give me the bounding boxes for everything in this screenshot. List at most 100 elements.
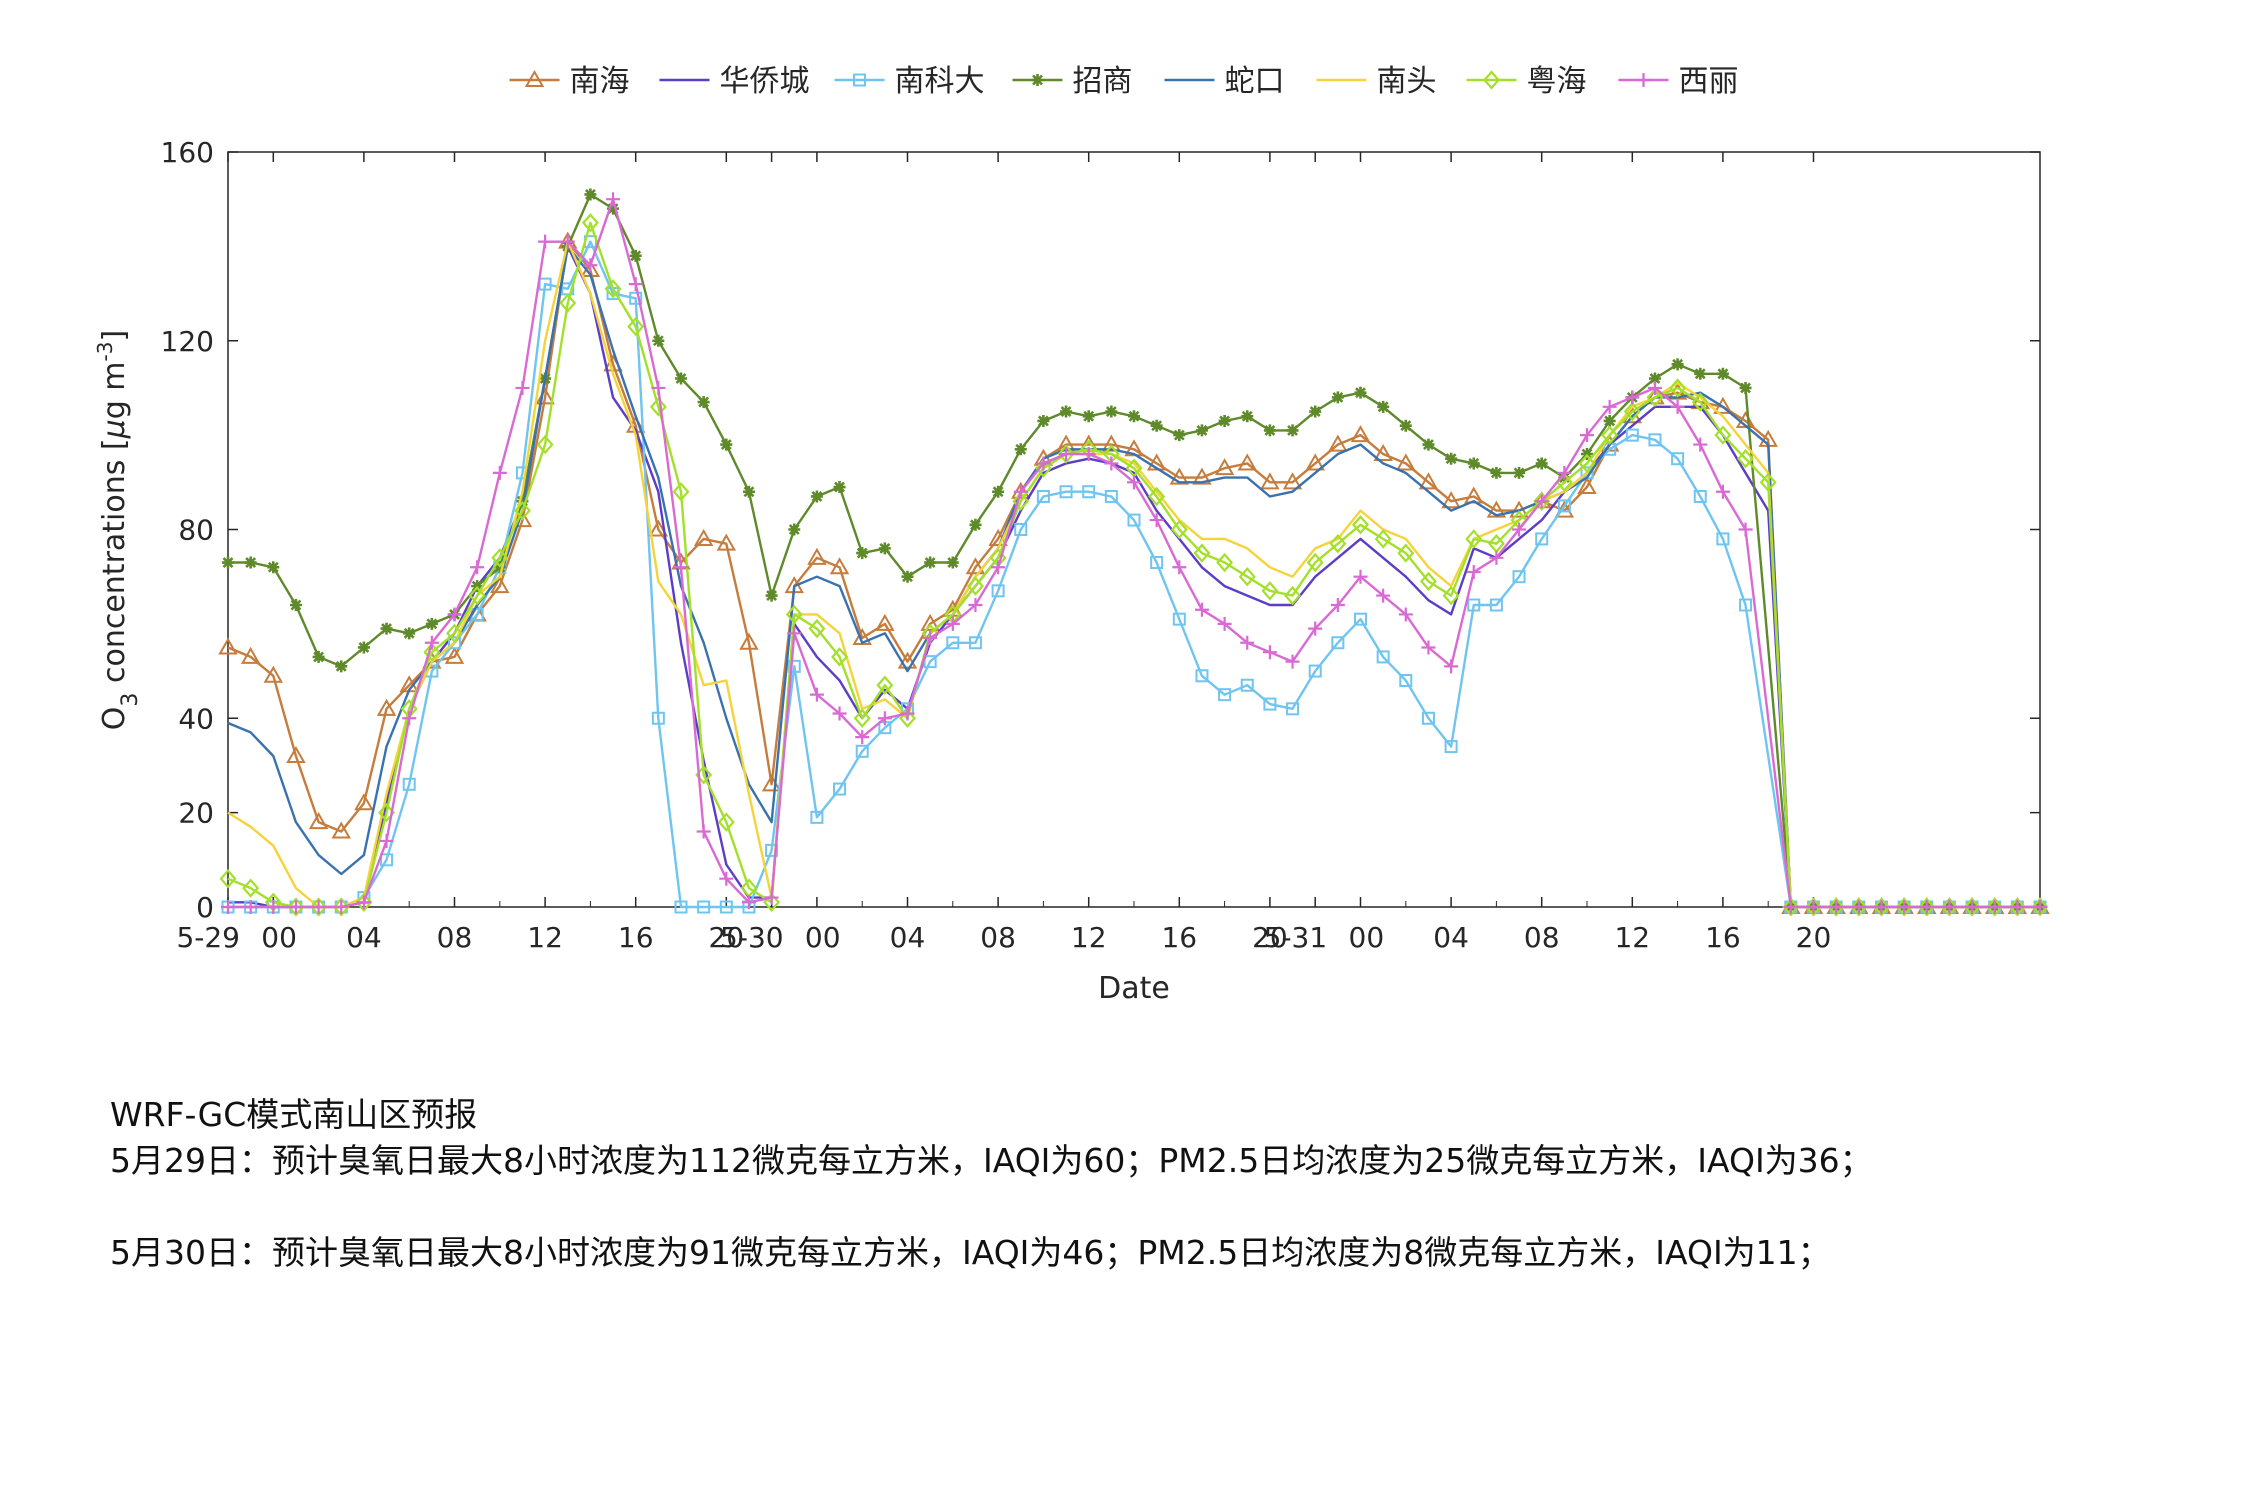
data-point	[720, 438, 733, 451]
data-point	[288, 900, 303, 914]
data-point	[583, 258, 598, 273]
data-point	[764, 890, 779, 905]
data-point	[1036, 489, 1050, 503]
data-point	[1013, 484, 1028, 499]
data-point	[1670, 399, 1685, 414]
data-point	[423, 642, 441, 662]
x-tick-label: 08	[1524, 921, 1560, 954]
data-point	[1014, 443, 1027, 456]
data-point	[969, 518, 982, 531]
data-point	[1193, 543, 1211, 563]
data-point	[1418, 472, 1439, 490]
data-point	[1240, 635, 1255, 650]
data-point	[966, 576, 984, 596]
data-point	[1037, 414, 1050, 427]
data-point	[787, 626, 802, 641]
data-point	[1216, 552, 1234, 573]
forecast-notes: WRF-GC模式南山区预报 5月29日：预计臭氧日最大8小时浓度为112微克每立…	[110, 1092, 2190, 1276]
series-group	[218, 188, 2050, 917]
data-point	[1467, 598, 1481, 612]
data-point	[1104, 456, 1119, 471]
data-point	[1422, 438, 1435, 451]
data-point	[831, 647, 849, 667]
data-point	[1602, 399, 1617, 414]
data-point	[672, 482, 690, 502]
data-point	[810, 810, 824, 824]
data-point	[648, 519, 669, 537]
legend-item-6: 南头	[1316, 64, 1437, 99]
legend-item-4: 招商	[1012, 64, 1133, 99]
data-point	[560, 234, 575, 249]
data-point	[1444, 740, 1458, 754]
data-point	[992, 485, 1005, 498]
y-axis-label-unit: g m	[97, 361, 132, 419]
data-point	[809, 687, 824, 702]
data-point	[1535, 457, 1548, 470]
notes-day2: 5月30日：预计臭氧日最大8小时浓度为91微克每立方米，IAQI为46；PM2.…	[110, 1233, 1831, 1272]
data-point	[581, 213, 599, 233]
x-tick-label: 08	[980, 921, 1016, 954]
data-point	[380, 853, 394, 867]
data-point	[1331, 636, 1345, 650]
data-point	[379, 833, 394, 848]
data-point	[808, 618, 826, 639]
x-tick-label: 16	[1161, 921, 1197, 954]
data-point	[2008, 897, 2026, 917]
data-point	[833, 481, 846, 494]
data-point	[335, 660, 348, 673]
data-point	[1350, 425, 1371, 443]
data-point	[855, 744, 869, 758]
data-point	[765, 589, 778, 602]
legend-item-7: 粤海	[1466, 64, 1587, 99]
legend-label: 西丽	[1679, 64, 1739, 99]
x-tick-label: 00	[261, 921, 297, 954]
data-point	[1082, 410, 1095, 423]
data-point	[991, 560, 1006, 575]
data-point	[1328, 434, 1348, 452]
data-point	[1647, 380, 1662, 395]
data-point	[286, 745, 306, 763]
data-point	[945, 616, 960, 631]
data-point	[785, 604, 803, 625]
data-point	[1034, 458, 1052, 478]
series-6	[227, 240, 2040, 909]
data-point	[1195, 669, 1209, 683]
x-tick-label: 04	[1433, 921, 1469, 954]
legend-label: 招商	[1073, 64, 1133, 99]
data-point	[1691, 392, 1709, 412]
data-point	[1081, 447, 1096, 461]
y-tick-label: 160	[161, 136, 214, 169]
data-point	[1286, 424, 1299, 437]
data-point	[742, 485, 755, 498]
data-point	[1150, 556, 1164, 570]
data-point	[1483, 70, 1500, 90]
data-point	[1105, 405, 1118, 418]
data-point	[1352, 515, 1369, 535]
data-point	[243, 900, 258, 914]
y-axis-label-mu: μ	[97, 419, 132, 439]
data-point	[444, 646, 465, 664]
data-point	[697, 900, 711, 914]
data-point	[693, 528, 714, 546]
data-point	[1421, 640, 1436, 655]
data-point	[1284, 585, 1302, 606]
data-point	[878, 542, 891, 555]
x-tick-label: 00	[805, 921, 841, 954]
data-point	[1149, 513, 1164, 528]
data-point	[376, 698, 397, 716]
data-point	[1759, 472, 1777, 492]
data-point	[1534, 494, 1549, 509]
data-point	[1240, 678, 1254, 692]
data-point	[604, 279, 622, 299]
data-point	[1169, 467, 1190, 485]
data-point	[2010, 900, 2025, 914]
data-point	[287, 897, 305, 917]
x-tick-label: 12	[527, 921, 563, 954]
data-point	[448, 636, 461, 650]
data-point	[492, 465, 507, 480]
series-line	[228, 240, 2040, 909]
data-point	[1330, 598, 1345, 612]
data-point	[991, 584, 1005, 598]
data-point	[1331, 391, 1344, 404]
